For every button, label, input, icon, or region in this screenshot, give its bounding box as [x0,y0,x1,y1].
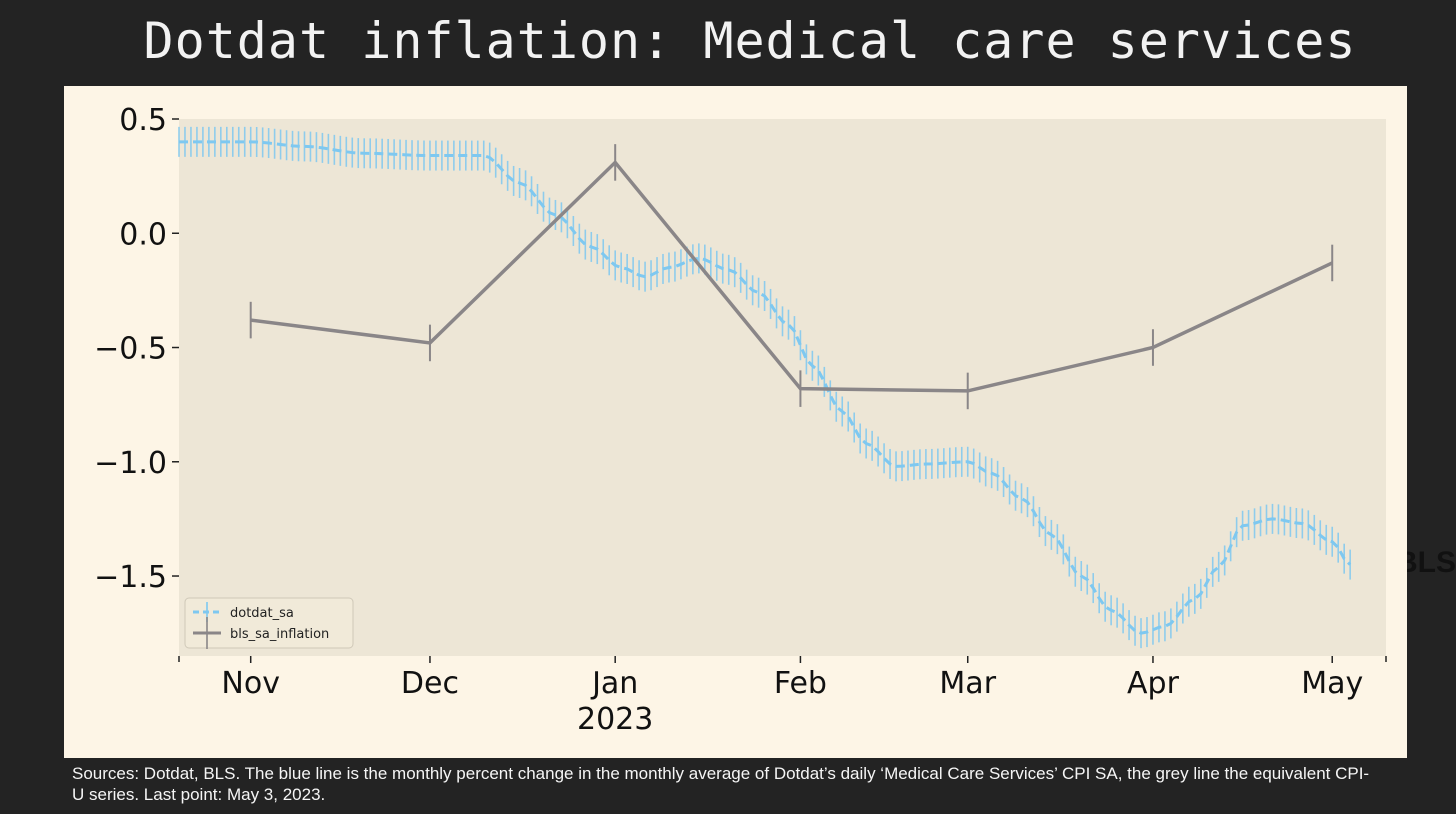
series-dotdat-sa [178,126,1352,649]
y-axis: 0.5 0.0 −0.5 −1.0 −1.5 [94,103,179,595]
x-tick-label: Feb [774,666,827,701]
source-caption: Sources: Dotdat, BLS. The blue line is t… [72,764,1370,804]
x-tick-label: May [1301,666,1363,701]
legend: dotdat_sa bls_sa_inflation [184,597,354,649]
page-title: Dotdat inflation: Medical care services [143,12,1357,70]
x-tick-label: Dec [401,666,459,701]
x-tick-label: Mar [939,666,996,701]
y-tick-label: 0.5 [119,103,167,138]
legend-box [184,597,354,649]
y-tick-label: −1.5 [94,560,167,595]
plot-area [179,119,1386,656]
series-bls-sa-inflation [249,144,1334,410]
y-tick-label: −0.5 [94,332,167,367]
y-tick-label: −1.0 [94,446,167,481]
legend-label: bls_sa_inflation [230,627,329,642]
x-tick-sublabel: 2023 [577,702,653,737]
clipped-side-label: BLS: [1407,546,1456,579]
y-tick-label: 0.0 [119,217,167,252]
series-layer [178,126,1352,649]
x-tick-label: Apr [1127,666,1180,701]
legend-label: dotdat_sa [230,606,294,621]
x-tick-label: Nov [221,666,280,701]
x-tick-label: Jan [590,666,638,701]
dotdat-line [179,140,1352,635]
